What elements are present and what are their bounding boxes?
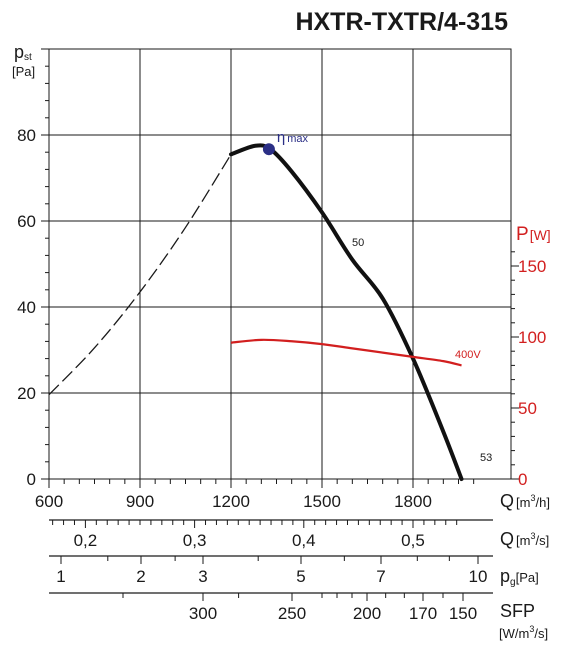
q-m3s-axis-label: Q [m3/s] xyxy=(500,529,549,549)
sfp-tick-label: 170 xyxy=(409,604,437,623)
pg-tick-label: 1 xyxy=(56,567,65,586)
sfp-tick-label: 200 xyxy=(353,604,381,623)
x-tick-label: 1800 xyxy=(394,492,432,511)
q-m3s-tick-label: 0,4 xyxy=(292,531,316,550)
pg-tick-label: 5 xyxy=(296,567,305,586)
left-axis-ticks: 0 20 40 60 80 xyxy=(17,48,49,489)
left-tick-label: 60 xyxy=(17,212,36,231)
x-tick-label: 1200 xyxy=(212,492,250,511)
pg-tick-label: 2 xyxy=(136,567,145,586)
right-axis-label: P[W] xyxy=(516,224,551,245)
sfp-tick-label: 300 xyxy=(189,604,217,623)
left-axis-label: pst xyxy=(14,42,32,63)
curve-label-50: 50 xyxy=(352,237,364,249)
right-axis-ticks: 0 50 100 150 xyxy=(511,251,546,489)
left-tick-label: 40 xyxy=(17,298,36,317)
left-tick-label: 80 xyxy=(17,126,36,145)
right-tick-label: 0 xyxy=(518,470,527,489)
q-m3s-tick-label: 0,5 xyxy=(401,531,425,550)
sfp-axis-unit: [W/m3/s] xyxy=(499,624,548,641)
chart-title: HXTR-TXTR/4-315 xyxy=(295,8,508,36)
curve-label-53: 53 xyxy=(480,452,492,464)
secondary-axes: 0,2 0,3 0,4 0,5 1 2 3 5 7 10 300 250 200 170 150 xyxy=(49,519,493,623)
left-tick-label: 20 xyxy=(17,384,36,403)
q-m3s-tick-label: 0,3 xyxy=(183,531,207,550)
right-tick-label: 150 xyxy=(518,257,546,276)
x-axis-label: Q [m3/h] xyxy=(500,491,550,511)
pg-tick-label: 7 xyxy=(376,567,385,586)
x-axis-ticks: 600 900 1200 1500 1800 xyxy=(35,479,475,511)
x-tick-label: 600 xyxy=(35,492,63,511)
plot-frame xyxy=(48,48,512,480)
pressure-curve xyxy=(229,143,464,481)
eta-max-label: η max xyxy=(277,129,309,146)
sfp-axis-label: SFP xyxy=(500,601,535,621)
eta-max-marker xyxy=(262,143,275,156)
sfp-tick-label: 150 xyxy=(449,604,477,623)
q-m3s-tick-label: 0,2 xyxy=(74,531,98,550)
pg-axis-label: pg[Pa] xyxy=(500,566,539,588)
right-tick-label: 50 xyxy=(518,399,537,418)
pressure-curve-dashed xyxy=(48,154,232,396)
power-curve xyxy=(230,338,462,367)
sfp-tick-label: 250 xyxy=(278,604,306,623)
x-tick-label: 1500 xyxy=(303,492,341,511)
power-curve-label: 400V xyxy=(455,349,481,361)
grid xyxy=(49,49,511,479)
pg-tick-label: 10 xyxy=(469,567,488,586)
right-tick-label: 100 xyxy=(518,328,546,347)
left-tick-label: 0 xyxy=(27,470,36,489)
left-axis-unit: [Pa] xyxy=(12,64,35,79)
curves: 50 53 400V η max xyxy=(48,129,492,481)
pg-tick-label: 3 xyxy=(198,567,207,586)
axis-labels: pst [Pa] P[W] Q [m3/h] Q [m3/s] pg[Pa] SFP… xyxy=(12,42,551,641)
x-tick-label: 900 xyxy=(126,492,154,511)
